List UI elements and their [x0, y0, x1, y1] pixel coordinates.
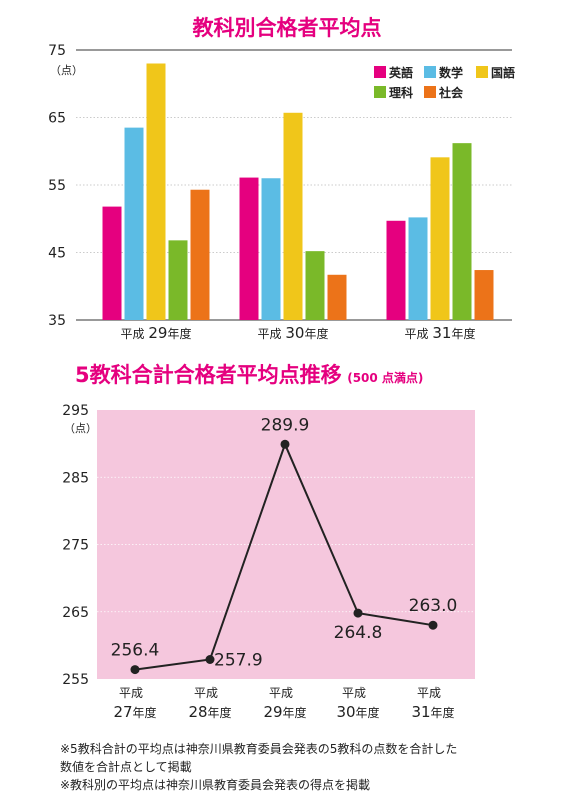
- line-y-tick-label: 285: [62, 470, 89, 486]
- legend-swatch-国語: [476, 66, 488, 78]
- bar-社会: [474, 270, 494, 320]
- line-x-label-year: 30年度: [336, 703, 379, 721]
- bar-理科: [168, 240, 188, 320]
- bar-y-tick-label: 55: [48, 178, 66, 194]
- bar-chart-y-axis: 35 45 55 65 75: [48, 43, 66, 329]
- bar-国語: [283, 112, 303, 321]
- line-chart-x-axis: 平成 27年度 平成 28年度 平成 29年度 平成 30年度 平成 31年度: [113, 686, 454, 721]
- legend-label-理科: 理科: [389, 85, 413, 100]
- line-chart-title: 5教科合計合格者平均点推移 (500 点満点): [75, 363, 423, 387]
- line-x-label-year: 27年度: [113, 703, 156, 721]
- line-chart-y-unit: （点）: [64, 422, 97, 435]
- bar-x-category-label: 平成 31年度: [405, 324, 476, 342]
- legend-swatch-数学: [424, 66, 436, 78]
- line-data-label: 257.9: [214, 650, 263, 670]
- bar-英語: [239, 177, 259, 320]
- line-data-label: 289.9: [261, 415, 310, 435]
- line-x-label-era: 平成: [269, 686, 293, 700]
- line-chart-title-main: 5教科合計合格者平均点推移: [75, 363, 342, 387]
- bar-chart-x-axis: 平成 29年度 平成 30年度 平成 31年度: [121, 324, 476, 342]
- legend-label-国語: 国語: [491, 65, 515, 80]
- bar-国語: [430, 157, 450, 320]
- legend-label-社会: 社会: [438, 85, 464, 100]
- footnote-3: ※教科別の平均点は神奈川県教育委員会発表の得点を掲載: [60, 778, 371, 792]
- bar-数学: [261, 178, 281, 320]
- footnote-1: ※5教科合計の平均点は神奈川県教育委員会発表の5教科の点数を合計した: [60, 742, 458, 756]
- legend-swatch-社会: [424, 86, 436, 98]
- line-x-label-year: 29年度: [263, 703, 306, 721]
- line-data-label: 264.8: [334, 623, 383, 643]
- line-x-label-era: 平成: [119, 686, 143, 700]
- line-x-label-year: 31年度: [411, 703, 454, 721]
- legend-label-英語: 英語: [389, 65, 413, 80]
- bar-理科: [452, 143, 472, 320]
- line-y-tick-label: 265: [62, 605, 89, 621]
- bar-y-tick-label: 45: [48, 246, 66, 262]
- line-point: [428, 620, 438, 630]
- bar-英語: [102, 206, 122, 320]
- line-x-label-era: 平成: [417, 686, 441, 700]
- line-point: [353, 608, 363, 618]
- bar-chart-bars: [102, 63, 494, 321]
- line-chart-grid: [97, 476, 475, 613]
- bar-chart-y-unit: （点）: [50, 64, 83, 77]
- legend-label-数学: 数学: [439, 65, 463, 80]
- bar-英語: [386, 220, 406, 320]
- line-point: [280, 439, 290, 449]
- bar-国語: [146, 63, 166, 320]
- line-chart-y-axis: 255 265 275 285 295: [62, 403, 89, 688]
- line-chart-title-note: (500 点満点): [347, 370, 423, 385]
- line-data-label: 263.0: [409, 596, 458, 616]
- line-x-label-era: 平成: [342, 686, 366, 700]
- bar-社会: [190, 189, 210, 320]
- bar-x-category-label: 平成 30年度: [258, 324, 329, 342]
- line-y-tick-label: 275: [62, 538, 89, 554]
- bar-y-tick-label: 35: [48, 313, 66, 329]
- bar-社会: [327, 274, 347, 320]
- bar-理科: [305, 251, 325, 320]
- line-y-tick-label: 295: [62, 403, 89, 419]
- footnote-2: 数値を合計点として掲載: [60, 760, 192, 774]
- bar-chart-title: 教科別合格者平均点: [193, 16, 382, 40]
- line-data-label: 256.4: [111, 641, 160, 661]
- line-x-label-era: 平成: [194, 686, 218, 700]
- line-chart-series: 256.4 257.9 289.9 264.8 263.0: [111, 415, 458, 675]
- legend-swatch-理科: [374, 86, 386, 98]
- line-point: [130, 665, 140, 675]
- line-point: [205, 654, 215, 664]
- line-y-tick-label: 255: [62, 672, 89, 688]
- bar-y-tick-label: 65: [48, 111, 66, 127]
- bar-数学: [124, 127, 144, 320]
- bar-y-tick-label: 75: [48, 43, 66, 59]
- bar-x-category-label: 平成 29年度: [121, 324, 192, 342]
- legend-swatch-英語: [374, 66, 386, 78]
- line-x-label-year: 28年度: [188, 703, 231, 721]
- bar-数学: [408, 217, 428, 320]
